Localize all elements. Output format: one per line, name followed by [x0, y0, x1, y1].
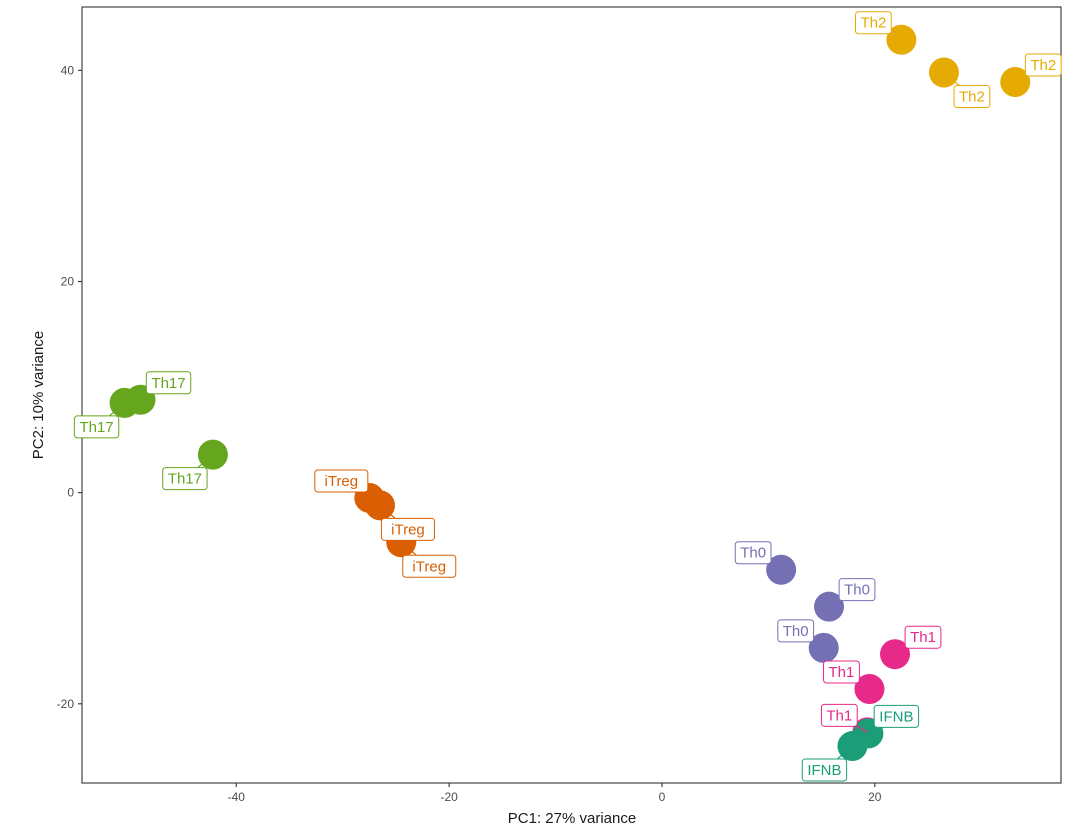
x-tick-label: -20 [440, 790, 458, 804]
label-box [823, 660, 860, 684]
label-box [873, 704, 920, 728]
y-axis-title: PC2: 10% variance [30, 331, 47, 459]
point-label-th0: Th0 [828, 578, 876, 608]
point-label-th17: Th17 [162, 454, 214, 491]
y-tick-label: 40 [61, 63, 75, 77]
plot-panel-border [81, 6, 1062, 784]
x-axis-title: PC1: 27% variance [508, 810, 636, 827]
label-box [904, 625, 942, 649]
x-tick-label: 0 [659, 790, 666, 804]
point-label-th2: Th2 [943, 72, 991, 108]
label-box [402, 554, 457, 578]
label-box [854, 11, 892, 35]
label-text: Th17 [151, 375, 185, 392]
y-tick-label: -20 [57, 697, 75, 711]
label-box [145, 371, 192, 395]
point-label-th0: Th0 [734, 541, 782, 571]
point-label-ifnb: IFNB [868, 704, 920, 734]
label-text: Th1 [826, 707, 852, 724]
x-tick-label: -40 [228, 790, 246, 804]
label-text: iTreg [325, 473, 359, 490]
label-text: IFNB [879, 708, 913, 725]
data-point-itreg [364, 490, 395, 521]
x-tick-label: 20 [868, 790, 882, 804]
point-label-th17: Th17 [140, 371, 192, 401]
y-tick-label: 20 [61, 275, 75, 289]
label-box [953, 84, 991, 108]
label-text: Th2 [860, 15, 886, 32]
label-box [162, 467, 208, 491]
axes-layer: -40 -20 0 20 -20 0 20 40 [57, 63, 882, 804]
label-box [838, 578, 876, 602]
label-text: Th17 [168, 471, 202, 488]
point-label-th1: Th1 [894, 625, 942, 655]
label-text: Th17 [79, 419, 113, 436]
label-box [380, 517, 435, 541]
point-label-itreg: iTreg [400, 541, 457, 578]
point-label-itreg: iTreg [379, 504, 435, 541]
point-label-th2: Th2 [854, 11, 902, 41]
label-text: Th0 [740, 545, 766, 562]
label-box [801, 758, 848, 782]
label-box [777, 619, 815, 643]
label-text: iTreg [412, 558, 446, 575]
label-box [820, 703, 858, 727]
label-text: Th0 [783, 623, 809, 640]
point-label-th1: Th1 [823, 660, 870, 690]
label-box [734, 541, 772, 565]
label-text: iTreg [391, 521, 425, 538]
point-label-th1: Th1 [820, 703, 868, 733]
label-text: IFNB [807, 762, 841, 779]
label-box [1024, 53, 1062, 77]
point-label-th0: Th0 [777, 619, 825, 649]
point-label-itreg: iTreg [314, 469, 370, 499]
labels-layer: Th2 Th2 Th2 Th17 Th17 Th17 iTreg iTreg iTreg Th0 T… [73, 11, 1062, 782]
point-label-th17: Th17 [73, 402, 125, 439]
y-tick-label: 0 [67, 486, 74, 500]
label-text: Th0 [844, 582, 870, 599]
point-label-ifnb: IFNB [801, 745, 853, 782]
label-text: Th2 [959, 88, 985, 105]
label-box [73, 415, 120, 439]
label-text: Th2 [1030, 57, 1056, 74]
label-text: Th1 [910, 629, 936, 646]
point-label-th2: Th2 [1014, 53, 1062, 83]
label-box [314, 469, 369, 493]
label-text: Th1 [829, 664, 855, 681]
